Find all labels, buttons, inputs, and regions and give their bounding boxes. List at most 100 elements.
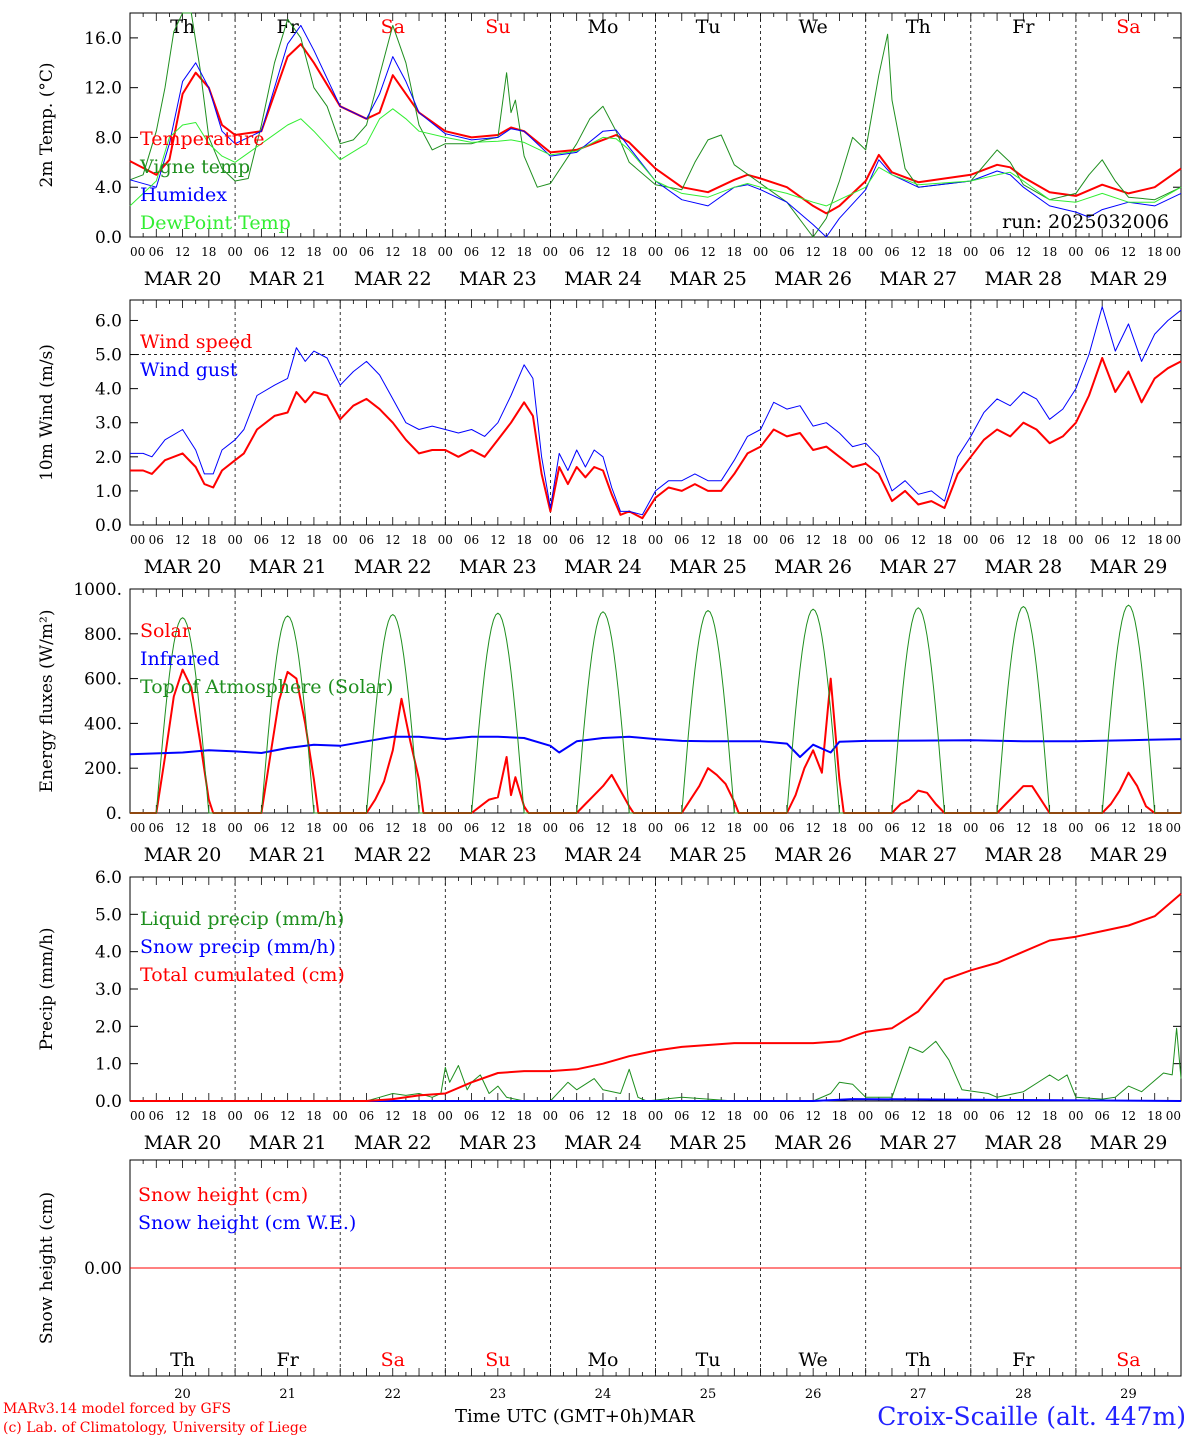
snow-panel: 0.00 Snow height (cm) Th 20 Fr 21 Sa 22 Su 23 Mo 24… xyxy=(37,1159,1182,1402)
hour-tick-label: 00 xyxy=(333,245,348,259)
date-label: MAR 29 xyxy=(1090,556,1168,578)
y-axis-label: Precip (mm/h) xyxy=(37,927,57,1050)
hour-tick-label: 00 xyxy=(1068,821,1083,835)
day-abbr: We xyxy=(799,1349,828,1371)
hour-tick-label: 06 xyxy=(989,821,1004,835)
hour-tick-label: 00 xyxy=(1166,245,1181,259)
date-label: MAR 28 xyxy=(984,268,1062,290)
date-label: MAR 25 xyxy=(669,844,747,866)
hour-tick-label: 12 xyxy=(1121,1109,1136,1123)
hour-tick-label: 18 xyxy=(727,821,742,835)
hour-tick-label: 18 xyxy=(1042,533,1057,547)
day-number: 25 xyxy=(700,1387,717,1402)
hour-tick-label: 00 xyxy=(753,821,768,835)
y-tick-label: 0. xyxy=(106,804,122,824)
legend-entry: Temperature xyxy=(140,128,264,150)
hour-tick-label: 00 xyxy=(963,533,978,547)
day-number: 23 xyxy=(490,1387,507,1402)
day-abbr: Mo xyxy=(587,16,618,38)
wind-panel: 0.0 1.0 2.0 3.0 4.0 5.0 6.0 10m Wind (m/s) 00 06 1… xyxy=(37,299,1182,578)
hour-tick-label: 06 xyxy=(884,245,899,259)
hour-tick-label: 12 xyxy=(1121,533,1136,547)
hour-tick-label: 00 xyxy=(1068,533,1083,547)
hour-tick-label: 00 xyxy=(1068,245,1083,259)
hour-tick-label: 00 xyxy=(438,1109,453,1123)
hour-tick-label: 06 xyxy=(569,1109,584,1123)
hour-tick-label: 12 xyxy=(490,245,505,259)
hour-tick-label: 12 xyxy=(806,821,821,835)
y-tick-label: 16.0 xyxy=(84,29,122,49)
date-label: MAR 25 xyxy=(669,268,747,290)
y-tick-label: 2.0 xyxy=(95,1017,122,1037)
hour-tick-label: 18 xyxy=(306,245,321,259)
date-label: MAR 24 xyxy=(564,556,642,578)
hour-tick-label: 12 xyxy=(595,1109,610,1123)
hour-tick-label: 18 xyxy=(1042,245,1057,259)
hour-tick-label: 18 xyxy=(306,1109,321,1123)
hour-tick-label: 06 xyxy=(674,245,689,259)
energy-legend: Solar Infrared Top of Atmosphere (Solar) xyxy=(140,620,393,698)
day-number: 21 xyxy=(279,1387,296,1402)
hour-tick-label: 06 xyxy=(779,533,794,547)
date-label: MAR 26 xyxy=(774,556,852,578)
date-label: MAR 23 xyxy=(459,556,537,578)
hour-tick-label: 18 xyxy=(622,1109,637,1123)
y-tick-label: 0.00 xyxy=(84,1259,122,1279)
hour-tick-label: 12 xyxy=(280,533,295,547)
y-tick-label: 12.0 xyxy=(84,79,122,99)
hour-tick-label: 06 xyxy=(674,533,689,547)
hour-tick-label: 12 xyxy=(490,821,505,835)
date-label: MAR 20 xyxy=(144,556,222,578)
hour-tick-label: 12 xyxy=(1121,245,1136,259)
hour-tick-label: 06 xyxy=(1095,245,1110,259)
date-label: MAR 24 xyxy=(564,1132,642,1154)
hour-tick-label: 00 xyxy=(858,533,873,547)
hour-tick-label: 00 xyxy=(227,245,242,259)
hour-tick-label: 06 xyxy=(1095,533,1110,547)
time-utc-label: Time UTC (GMT+0h) xyxy=(455,1406,650,1427)
y-tick-label: 1.0 xyxy=(95,482,122,502)
hour-tick-label: 12 xyxy=(1016,1109,1031,1123)
day-abbr: Th xyxy=(906,16,931,38)
y-tick-label: 8.0 xyxy=(95,128,122,148)
y-axis-label: Snow height (cm) xyxy=(37,1192,57,1344)
hour-tick-label: 06 xyxy=(674,821,689,835)
hour-tick-label: 00 xyxy=(438,821,453,835)
day-number: 20 xyxy=(174,1387,191,1402)
y-axis-label: 10m Wind (m/s) xyxy=(37,344,57,481)
hour-tick-label: 18 xyxy=(1147,821,1162,835)
series-line xyxy=(129,735,1182,758)
hour-tick-label: 00 xyxy=(227,533,242,547)
date-label: MAR 26 xyxy=(774,1132,852,1154)
hour-tick-label: 18 xyxy=(832,1109,847,1123)
hour-tick-label: 18 xyxy=(622,533,637,547)
day-abbr: Fr xyxy=(277,16,300,38)
lab-credit: (c) Lab. of Climatology, University of L… xyxy=(3,1420,308,1436)
hour-tick-label: 06 xyxy=(464,821,479,835)
date-label: MAR 28 xyxy=(984,844,1062,866)
hour-tick-label: 12 xyxy=(175,1109,190,1123)
date-label: MAR 22 xyxy=(354,556,432,578)
hour-tick-label: 18 xyxy=(411,533,426,547)
date-label: MAR 26 xyxy=(774,844,852,866)
y-tick-label: 5.0 xyxy=(95,346,122,366)
y-tick-label: 4.0 xyxy=(95,943,122,963)
hour-tick-label: 12 xyxy=(911,245,926,259)
hour-tick-label: 12 xyxy=(806,245,821,259)
hour-tick-label: 18 xyxy=(516,533,531,547)
hour-tick-label: 18 xyxy=(411,821,426,835)
date-label: MAR 24 xyxy=(564,844,642,866)
date-label: MAR 27 xyxy=(879,556,957,578)
hour-tick-label: 12 xyxy=(490,533,505,547)
series-line xyxy=(130,357,1182,520)
day-number: 24 xyxy=(595,1387,612,1402)
day-number: 28 xyxy=(1015,1387,1032,1402)
temperature-panel: 0.0 4.0 8.0 12.0 16.0 2m Temp. (°C) 00 06 12 18 MA… xyxy=(37,12,1182,290)
station-name: Croix-Scaille (alt. 447m) xyxy=(877,1402,1186,1431)
hour-tick-label: 18 xyxy=(201,821,216,835)
legend-entry: Snow height (cm W.E.) xyxy=(138,1212,356,1234)
date-label: MAR 22 xyxy=(354,268,432,290)
date-label: MAR 27 xyxy=(879,268,957,290)
y-tick-label: 3.0 xyxy=(95,980,122,1000)
hour-tick-label: 12 xyxy=(1016,533,1031,547)
